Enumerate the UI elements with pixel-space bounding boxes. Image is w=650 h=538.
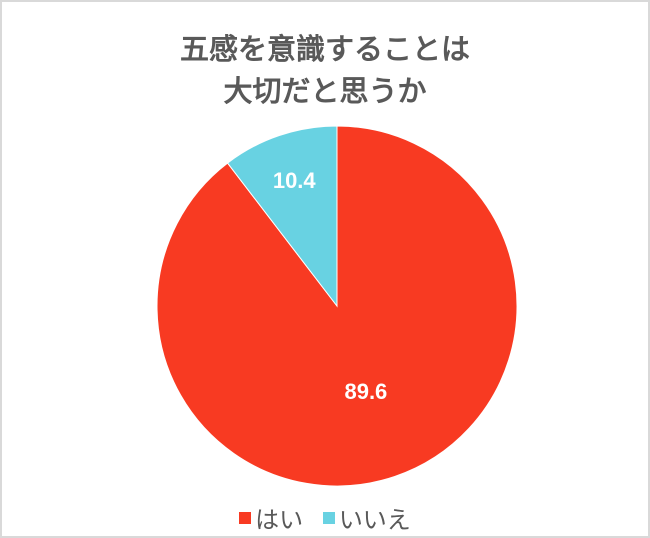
legend-label-no: いいえ — [338, 506, 411, 534]
legend-item-no: いいえ — [322, 500, 411, 535]
legend-swatch-no — [322, 511, 335, 524]
legend-item-yes: はい — [239, 500, 303, 535]
title-line-1: 五感を意識することは — [179, 32, 470, 66]
title-line-2: 大切だと思うか — [223, 74, 427, 108]
data-label-no: 10.4 — [273, 168, 317, 193]
chart-title: 五感を意識することは 大切だと思うか — [2, 28, 648, 112]
legend-swatch-yes — [239, 511, 252, 524]
data-label-yes: 89.6 — [344, 379, 387, 404]
legend: はい いいえ — [2, 500, 648, 535]
pie-slice-no — [226, 125, 338, 308]
legend-label-yes: はい — [255, 506, 304, 534]
